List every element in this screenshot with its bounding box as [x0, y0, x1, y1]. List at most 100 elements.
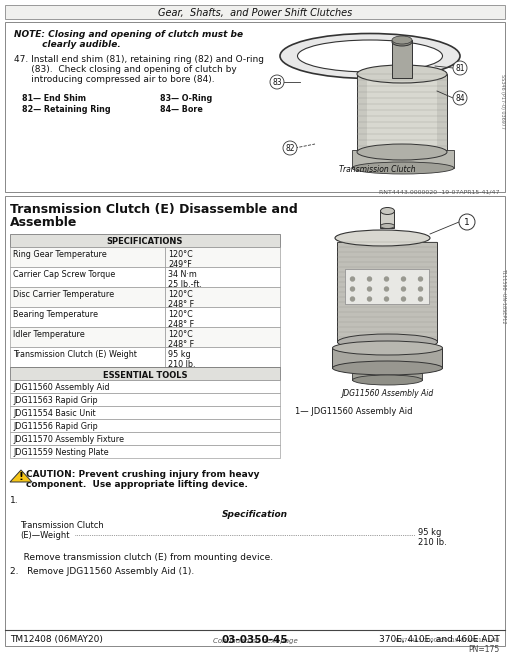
- Bar: [10, 327, 165, 347]
- Bar: [10, 347, 165, 367]
- Circle shape: [458, 214, 474, 230]
- Text: 1— JDG11560 Assembly Aid: 1— JDG11560 Assembly Aid: [294, 407, 412, 416]
- Text: Ring Gear Temperature: Ring Gear Temperature: [13, 250, 106, 259]
- Circle shape: [452, 91, 466, 105]
- Circle shape: [418, 277, 421, 281]
- Ellipse shape: [334, 230, 429, 246]
- Circle shape: [282, 141, 296, 155]
- Text: TM12408 (06MAY20): TM12408 (06MAY20): [10, 635, 103, 644]
- Circle shape: [367, 277, 371, 281]
- Text: 1.: 1.: [10, 496, 19, 505]
- Text: 84— Bore: 84— Bore: [160, 105, 203, 114]
- Circle shape: [367, 287, 371, 291]
- Text: JDG11560 Assembly Aid: JDG11560 Assembly Aid: [13, 383, 109, 392]
- Text: 1: 1: [463, 218, 469, 227]
- Text: RN74443.0000020 -19-07APR15-1/46: RN74443.0000020 -19-07APR15-1/46: [395, 638, 499, 643]
- Ellipse shape: [297, 40, 442, 72]
- Bar: [10, 247, 165, 267]
- Text: JDG11570 Assembly Fixture: JDG11570 Assembly Fixture: [13, 435, 124, 444]
- Ellipse shape: [279, 34, 459, 78]
- Circle shape: [401, 287, 405, 291]
- Text: JDG11563 Rapid Grip: JDG11563 Rapid Grip: [13, 396, 97, 405]
- Text: 83: 83: [272, 78, 281, 87]
- Text: 210 lb.: 210 lb.: [417, 538, 446, 547]
- Text: 83— O-Ring: 83— O-Ring: [160, 94, 212, 103]
- Text: Gear,  Shafts,  and Power Shift Clutches: Gear, Shafts, and Power Shift Clutches: [158, 8, 351, 18]
- Text: 82— Retaining Ring: 82— Retaining Ring: [22, 105, 110, 114]
- Text: (83).  Check closing and opening of clutch by: (83). Check closing and opening of clutc…: [14, 65, 236, 74]
- Text: PN=175: PN=175: [468, 645, 499, 654]
- Circle shape: [452, 61, 466, 75]
- Text: Continued on next page: Continued on next page: [212, 638, 297, 644]
- Text: T111598 -UN-18SEP12: T111598 -UN-18SEP12: [500, 268, 505, 324]
- Bar: [10, 307, 165, 327]
- Bar: [10, 393, 279, 406]
- Text: 120°C
248° F: 120°C 248° F: [167, 290, 194, 309]
- Ellipse shape: [332, 341, 442, 355]
- Bar: [10, 445, 279, 458]
- Text: Specification: Specification: [221, 510, 288, 519]
- Circle shape: [401, 297, 405, 301]
- Circle shape: [367, 297, 371, 301]
- Circle shape: [384, 277, 388, 281]
- Text: Idler Temperature: Idler Temperature: [13, 330, 84, 339]
- Text: Transmission Clutch (E) Disassemble and: Transmission Clutch (E) Disassemble and: [10, 203, 297, 216]
- Bar: [10, 267, 165, 287]
- Ellipse shape: [356, 65, 446, 83]
- Bar: [351, 150, 453, 168]
- Bar: [345, 269, 429, 304]
- Bar: [366, 74, 436, 152]
- Text: NOTE: Closing and opening of clutch must be: NOTE: Closing and opening of clutch must…: [14, 30, 243, 39]
- Text: 2.   Remove JDG11560 Assembly Aid (1).: 2. Remove JDG11560 Assembly Aid (1).: [10, 567, 194, 576]
- Text: 120°C
248° F: 120°C 248° F: [167, 330, 194, 350]
- Text: Transmission Clutch: Transmission Clutch: [20, 521, 103, 530]
- Text: 34 N·m
25 lb.-ft.: 34 N·m 25 lb.-ft.: [167, 270, 202, 289]
- Bar: [10, 367, 279, 380]
- Bar: [10, 432, 279, 445]
- Ellipse shape: [391, 36, 411, 44]
- Bar: [5, 22, 504, 192]
- Ellipse shape: [337, 334, 437, 350]
- Circle shape: [384, 297, 388, 301]
- Ellipse shape: [332, 361, 442, 375]
- Text: 370E, 410E, and 460E ADT: 370E, 410E, and 460E ADT: [379, 635, 499, 644]
- Text: Remove transmission clutch (E) from mounting device.: Remove transmission clutch (E) from moun…: [15, 553, 273, 562]
- Text: JDG11560 Assembly Aid: JDG11560 Assembly Aid: [341, 388, 433, 397]
- Bar: [165, 327, 279, 347]
- Text: 81— End Shim: 81— End Shim: [22, 94, 86, 103]
- Text: 82: 82: [285, 144, 294, 153]
- Text: 84: 84: [455, 94, 464, 103]
- Text: Transmission Clutch (E) Weight: Transmission Clutch (E) Weight: [13, 350, 136, 359]
- Ellipse shape: [351, 162, 453, 174]
- Text: 81: 81: [455, 64, 464, 73]
- Circle shape: [350, 287, 354, 291]
- Text: 03-0350-45: 03-0350-45: [221, 635, 288, 645]
- Bar: [380, 210, 394, 228]
- Circle shape: [384, 287, 388, 291]
- Text: 120°C
249°F: 120°C 249°F: [167, 250, 192, 269]
- Bar: [10, 406, 279, 419]
- Ellipse shape: [380, 208, 394, 214]
- Text: introducing compressed air to bore (84).: introducing compressed air to bore (84).: [14, 75, 214, 84]
- Circle shape: [269, 75, 284, 89]
- Bar: [5, 196, 504, 646]
- Text: Assemble: Assemble: [10, 216, 77, 229]
- Bar: [5, 5, 504, 19]
- Ellipse shape: [352, 375, 421, 385]
- Ellipse shape: [391, 38, 411, 46]
- Text: RNT4443.0000020 -19-07APR15-41/47: RNT4443.0000020 -19-07APR15-41/47: [379, 190, 499, 195]
- Text: JDG11559 Nesting Plate: JDG11559 Nesting Plate: [13, 448, 108, 457]
- Bar: [10, 234, 279, 247]
- Bar: [10, 287, 165, 307]
- Polygon shape: [10, 470, 32, 482]
- Bar: [165, 287, 279, 307]
- Text: !: !: [18, 472, 23, 482]
- Circle shape: [350, 297, 354, 301]
- Text: ESSENTIAL TOOLS: ESSENTIAL TOOLS: [102, 371, 187, 380]
- Text: 47. Install end shim (81), retaining ring (82) and O-ring: 47. Install end shim (81), retaining rin…: [14, 55, 264, 64]
- Bar: [356, 74, 446, 152]
- Bar: [165, 307, 279, 327]
- Circle shape: [350, 277, 354, 281]
- Ellipse shape: [380, 223, 394, 229]
- Text: 95 kg: 95 kg: [417, 528, 440, 537]
